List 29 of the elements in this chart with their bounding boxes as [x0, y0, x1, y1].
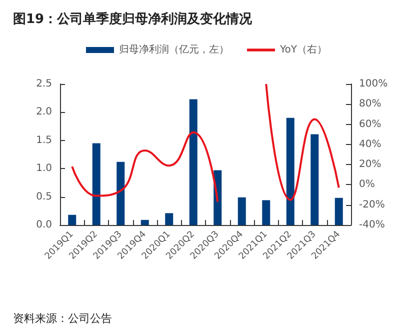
- y2-tick-label: 60%: [359, 118, 382, 130]
- text: 资料来源：公司公告: [13, 312, 112, 325]
- bar: [92, 143, 100, 225]
- y-tick-label: 2.5: [36, 78, 52, 90]
- bar: [68, 214, 76, 225]
- legend-label: 归母净利润（亿元，左）: [118, 44, 229, 56]
- y-tick-label: 0.0: [36, 220, 52, 230]
- bar: [238, 197, 246, 225]
- legend-label: YoY（右）: [278, 44, 328, 56]
- y2-tick-label: 20%: [359, 159, 382, 170]
- bar: [310, 134, 319, 225]
- y-tick-label: 2.0: [36, 106, 52, 118]
- y-tick-label: 1.5: [36, 134, 52, 146]
- y-tick-label: 0.5: [36, 191, 52, 202]
- y2-tick-label: 80%: [359, 98, 382, 110]
- y2-tick-label: 40%: [359, 138, 382, 150]
- bar: [189, 99, 198, 225]
- bar: [140, 220, 149, 225]
- bar: [262, 200, 270, 225]
- y-tick-label: 1.0: [36, 163, 52, 174]
- bar: [334, 198, 343, 225]
- bar: [165, 213, 174, 225]
- bar: [116, 162, 125, 225]
- chart-title: 图19：公司单季度归母净利润及变化情况: [13, 11, 254, 27]
- y2-tick-label: 0%: [359, 179, 375, 190]
- y2-tick-label: -20%: [359, 199, 385, 210]
- y2-tick-label: -40%: [359, 220, 385, 230]
- bar: [286, 118, 294, 225]
- y2-tick-label: 100%: [359, 78, 388, 90]
